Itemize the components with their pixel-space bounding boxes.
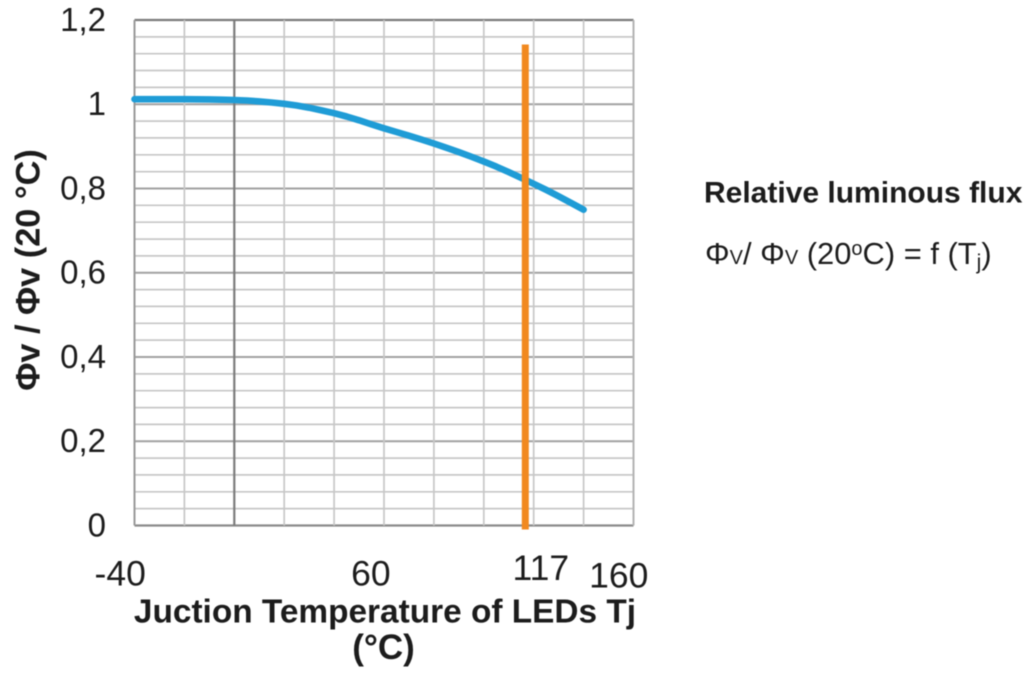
svg-text:Juction Temperature of LEDs Tj: Juction Temperature of LEDs Tj bbox=[134, 594, 636, 631]
svg-text:Φv / Φv (20 °C): Φv / Φv (20 °C) bbox=[10, 149, 48, 391]
svg-text:1: 1 bbox=[88, 85, 106, 122]
svg-text:160: 160 bbox=[589, 556, 648, 596]
svg-text:(°C): (°C) bbox=[352, 628, 415, 667]
svg-text:0,8: 0,8 bbox=[60, 169, 106, 206]
svg-text:Relative luminous flux: Relative luminous flux bbox=[704, 177, 1023, 210]
svg-text:0,4: 0,4 bbox=[60, 338, 106, 375]
svg-text:0,2: 0,2 bbox=[60, 422, 106, 459]
svg-text:ΦV/ ΦV (20oC) = f (Tj): ΦV/ ΦV (20oC) = f (Tj) bbox=[705, 236, 992, 274]
svg-text:-40: -40 bbox=[95, 554, 146, 594]
svg-text:0: 0 bbox=[88, 506, 106, 543]
svg-text:0,6: 0,6 bbox=[60, 254, 106, 291]
svg-text:117: 117 bbox=[512, 548, 569, 588]
svg-text:1,2: 1,2 bbox=[60, 1, 106, 38]
svg-text:60: 60 bbox=[351, 554, 391, 594]
